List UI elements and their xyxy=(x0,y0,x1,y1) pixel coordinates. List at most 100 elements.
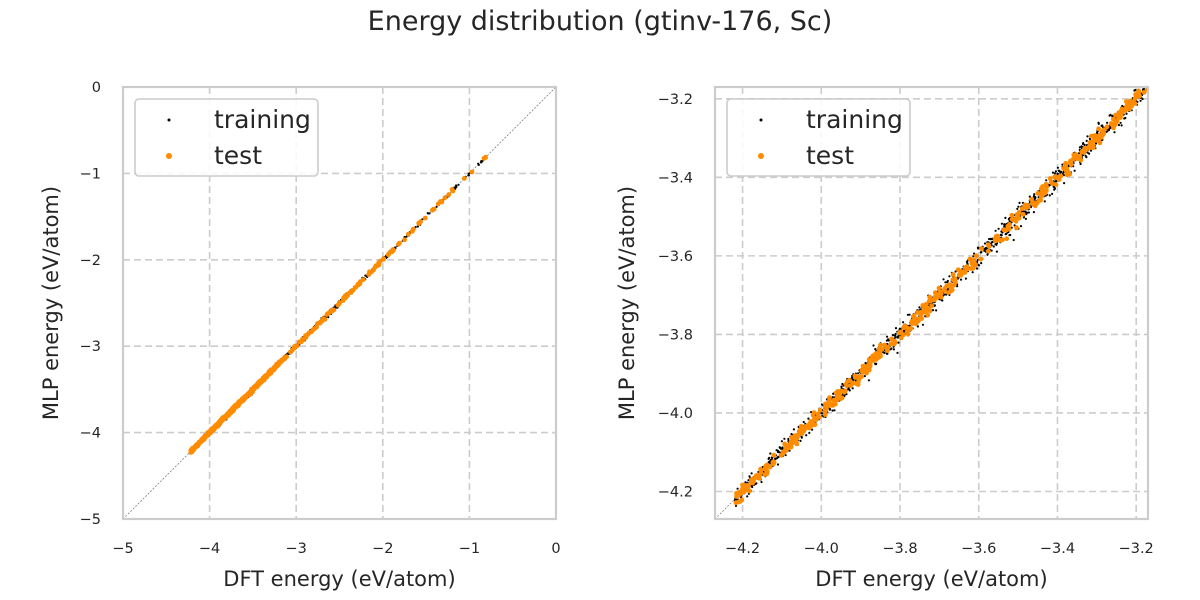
training-point xyxy=(852,378,855,381)
training-point xyxy=(1056,172,1059,175)
y-tick-label: −3.4 xyxy=(658,170,693,186)
test-point xyxy=(770,461,776,467)
test-point xyxy=(1101,127,1107,133)
test-point xyxy=(927,308,933,314)
y-tick-label: −1 xyxy=(80,166,101,182)
test-point xyxy=(961,269,967,275)
training-point xyxy=(1139,99,1142,102)
test-point xyxy=(969,257,974,263)
y-tick-label: 0 xyxy=(92,80,101,96)
training-point xyxy=(1121,104,1124,108)
test-point xyxy=(1019,206,1025,212)
training-point xyxy=(1053,186,1056,189)
training-point xyxy=(997,227,1000,230)
training-point xyxy=(1054,170,1057,173)
test-point xyxy=(1047,176,1053,181)
test-point xyxy=(973,253,979,259)
training-point xyxy=(1125,112,1128,115)
test-point xyxy=(248,391,253,397)
legend-training-label: training xyxy=(214,105,311,134)
training-point xyxy=(1073,169,1076,172)
x-tick-label: −3 xyxy=(286,541,307,557)
test-point xyxy=(749,477,754,483)
training-point xyxy=(971,271,974,274)
test-point xyxy=(1035,190,1041,196)
training-point xyxy=(1106,130,1109,133)
training-point xyxy=(867,379,871,382)
training-point xyxy=(792,428,796,431)
test-point xyxy=(430,207,435,213)
test-point xyxy=(235,403,240,409)
training-point xyxy=(1003,223,1006,226)
test-point xyxy=(764,469,770,474)
training-point xyxy=(995,243,998,246)
test-point xyxy=(221,415,227,421)
test-point xyxy=(228,409,234,415)
training-point xyxy=(1053,188,1056,191)
training-point xyxy=(840,385,843,388)
training-point xyxy=(455,184,458,187)
training-point xyxy=(1027,211,1030,214)
training-point xyxy=(779,447,782,450)
training-point xyxy=(1117,123,1121,127)
training-point xyxy=(886,335,889,338)
data-points xyxy=(188,154,488,455)
test-point xyxy=(855,374,861,380)
training-point xyxy=(831,409,834,412)
training-point xyxy=(948,275,951,278)
test-point xyxy=(291,345,297,351)
training-point xyxy=(977,247,980,250)
training-point xyxy=(1100,124,1103,127)
training-point xyxy=(872,344,875,347)
test-point xyxy=(811,410,817,415)
training-point xyxy=(1043,200,1046,203)
training-point xyxy=(1123,117,1126,120)
training-point xyxy=(980,262,983,265)
x-tick-label: −4.0 xyxy=(804,541,839,557)
test-point xyxy=(928,296,933,302)
training-point xyxy=(416,225,419,228)
training-point xyxy=(800,436,803,439)
x-tick-label: −2 xyxy=(372,541,393,557)
test-point xyxy=(1004,236,1010,242)
test-point xyxy=(1128,104,1134,109)
test-point xyxy=(969,266,974,271)
test-point xyxy=(305,331,311,337)
test-point xyxy=(402,237,407,243)
training-point xyxy=(736,487,739,490)
training-point xyxy=(851,387,854,390)
training-point xyxy=(942,278,945,281)
training-point xyxy=(896,351,899,354)
test-point xyxy=(896,330,902,336)
test-point xyxy=(936,285,942,291)
training-point xyxy=(887,338,890,341)
training-point xyxy=(857,372,860,375)
training-point xyxy=(1033,193,1036,196)
test-point xyxy=(435,201,441,207)
training-point xyxy=(426,212,429,215)
test-point xyxy=(925,312,931,318)
test-point xyxy=(802,426,808,431)
training-point xyxy=(1051,171,1055,174)
test-point xyxy=(757,472,763,478)
x-tick-label: −5 xyxy=(112,541,133,557)
y-tick-label: −4.0 xyxy=(658,406,693,422)
training-point xyxy=(1056,166,1059,169)
training-point xyxy=(992,245,995,248)
training-point xyxy=(918,306,921,309)
test-point xyxy=(386,251,392,257)
training-point xyxy=(1133,89,1136,92)
legend-training-marker xyxy=(759,118,763,122)
test-point xyxy=(891,341,897,347)
training-point xyxy=(428,212,431,215)
plot-panel-2: −4.2 −4.0 −3.8 −3.6 −3.4 −3.2 −4.2 −4.0 −3.8 −3.6… xyxy=(615,85,1154,591)
training-point xyxy=(893,334,897,337)
x-axis-label: DFT energy (eV/atom) xyxy=(223,567,455,591)
training-point xyxy=(1059,171,1062,174)
test-point xyxy=(812,422,818,428)
y-tick-label: −5 xyxy=(80,512,101,528)
test-point xyxy=(741,489,747,494)
training-point xyxy=(897,341,900,344)
training-point xyxy=(790,433,793,436)
training-point xyxy=(959,278,963,281)
